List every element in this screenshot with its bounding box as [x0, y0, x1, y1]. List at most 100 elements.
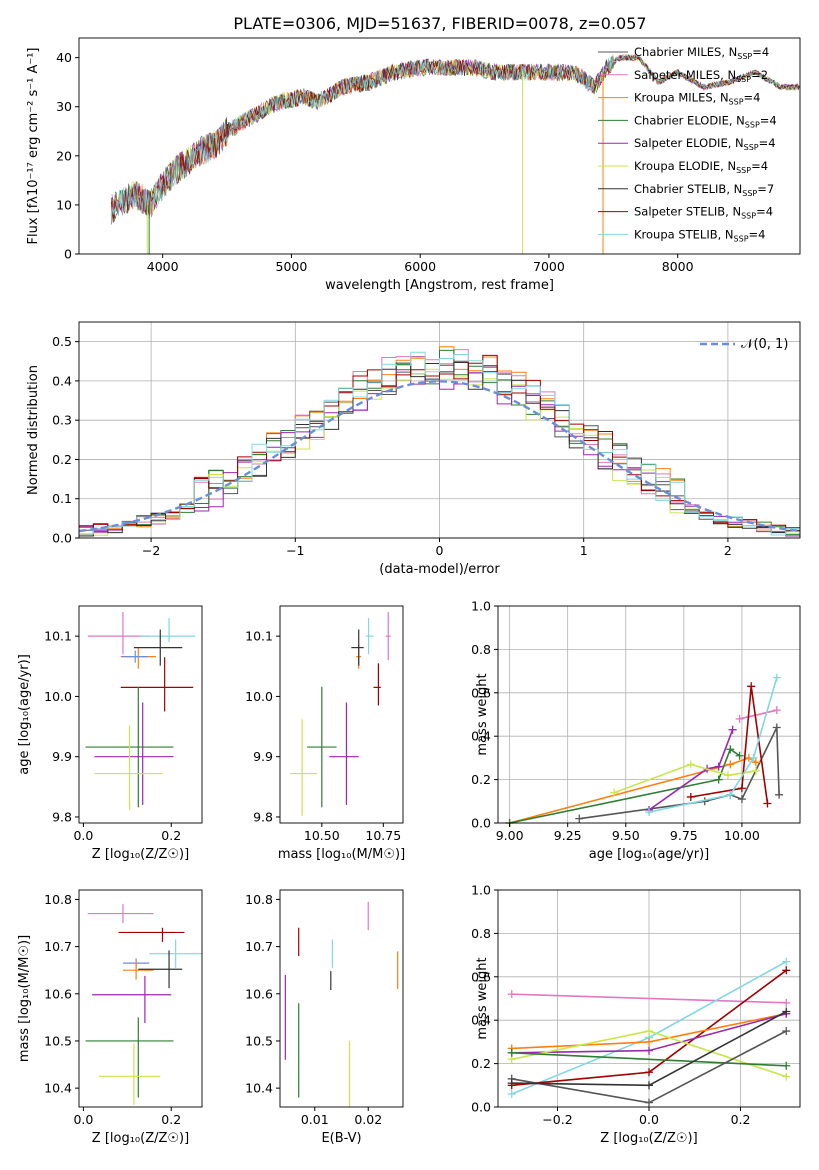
x-tick-label: 7000 [533, 259, 565, 274]
y-tick-label: 0.5 [52, 334, 72, 349]
y-tick-label: 0.0 [471, 1100, 491, 1115]
histogram-steps-8 [79, 354, 800, 529]
y-tick-label: 10.6 [245, 986, 273, 1001]
error-bar-point [133, 629, 183, 666]
plus-marker [726, 760, 735, 769]
y-tick-label: 20 [56, 148, 72, 163]
x-axis-label: Z [log₁₀(Z/Z☉)] [600, 1131, 697, 1146]
y-tick-label: 0.6 [471, 685, 491, 700]
axes-4 [289, 612, 391, 816]
plus-marker [714, 775, 723, 784]
plus-marker [507, 1079, 516, 1088]
plus-marker [737, 784, 746, 793]
plus-marker [772, 723, 781, 732]
y-tick-label: 10.1 [44, 629, 72, 644]
plus-marker [645, 1037, 653, 1046]
error-bar-point [118, 927, 185, 942]
x-tick-label: 8000 [662, 259, 694, 274]
plus-marker [714, 762, 723, 771]
plus-marker [645, 808, 653, 817]
y-tick-label: 0.2 [471, 772, 491, 787]
axes-frame-7 [279, 889, 404, 1108]
x-axis-label: age [log₁₀(age/yr)] [589, 847, 710, 862]
error-bar-point [329, 702, 359, 805]
error-bar-point [87, 904, 154, 924]
legend-label: Chabrier STELIB, NSSP=7 [634, 182, 774, 198]
x-tick-label: 10.75 [365, 828, 401, 843]
y-tick-label: 0.4 [471, 729, 491, 744]
y-tick-label: 10.7 [44, 939, 72, 954]
error-bar-point [92, 975, 172, 1024]
x-tick-label: 0.0 [639, 1112, 659, 1127]
y-tick-label: 0.2 [52, 452, 72, 467]
x-tick-label: 0 [436, 543, 444, 558]
plus-marker [751, 766, 760, 775]
axes-2 [78, 322, 801, 539]
error-bar-point [85, 1017, 174, 1098]
error-bar-point [120, 647, 156, 669]
plus-marker [782, 957, 791, 966]
error-bar-point [120, 657, 194, 712]
x-tick-label: 0.0 [73, 828, 93, 843]
y-tick-label: 0.3 [52, 413, 72, 428]
axes-8 [498, 889, 800, 1108]
x-tick-label: −1 [286, 543, 304, 558]
plus-marker [686, 792, 695, 801]
x-axis-label: wavelength [Angstrom, rest frame] [325, 278, 554, 293]
y-tick-label: 0.8 [471, 926, 491, 941]
legend-label: 𝒩(0, 1) [741, 337, 788, 352]
plus-marker [575, 814, 584, 823]
y-tick-label: 0.1 [52, 491, 72, 506]
histogram-steps-5 [79, 369, 800, 537]
axes-5 [498, 605, 800, 827]
y-tick-label: 10.5 [44, 1033, 72, 1048]
x-tick-label: 6000 [404, 259, 436, 274]
plus-marker [737, 795, 746, 804]
plus-marker [645, 1046, 653, 1055]
plus-marker [645, 1081, 653, 1090]
plus-marker [772, 706, 781, 715]
legend-label: Chabrier MILES, NSSP=4 [634, 45, 769, 61]
y-tick-label: 10 [56, 197, 72, 212]
y-tick-label: 0.4 [52, 373, 72, 388]
x-tick-label: −2 [142, 543, 160, 558]
plus-marker [782, 1061, 791, 1070]
plus-marker [749, 753, 758, 762]
y-tick-label: 10.7 [245, 939, 273, 954]
mass-weight-line-7 [511, 1052, 787, 1067]
plus-marker [686, 760, 695, 769]
x-tick-label: 9.50 [612, 828, 640, 843]
y-tick-label: 9.8 [253, 809, 273, 824]
plus-marker [507, 1089, 516, 1098]
axes-1 [110, 53, 800, 254]
error-bar-point [289, 719, 317, 816]
histogram-steps-7 [79, 362, 800, 537]
y-tick-label: 0 [64, 247, 72, 262]
y-tick-label: 1.0 [471, 599, 491, 614]
plus-marker [735, 751, 744, 760]
legend-label: Salpeter STELIB, NSSP=4 [634, 205, 773, 221]
x-axis-label: E(B-V) [321, 1131, 361, 1146]
y-tick-label: 10.4 [245, 1081, 273, 1096]
y-tick-label: 9.9 [253, 749, 273, 764]
plus-marker [782, 1027, 791, 1036]
y-tick-label: 10.0 [245, 689, 273, 704]
legend-label: Salpeter MILES, NSSP=2 [634, 68, 768, 84]
error-bar-point [94, 702, 174, 805]
plus-marker [507, 990, 516, 999]
y-tick-label: 10.1 [245, 629, 273, 644]
x-tick-label: 5000 [276, 259, 308, 274]
plus-marker [726, 745, 735, 754]
plus-marker [728, 725, 737, 734]
axes-6 [85, 904, 202, 1105]
error-bar-point [385, 612, 391, 661]
y-axis-label: Flux [fλ10⁻¹⁷ erg cm⁻² s⁻¹ A⁻¹] [26, 48, 41, 245]
x-axis-label: (data-model)/error [379, 562, 500, 577]
plus-marker [723, 771, 732, 780]
x-tick-label: 9.00 [496, 828, 524, 843]
x-tick-label: 0.0 [73, 1112, 93, 1127]
histogram-steps-9 [79, 351, 800, 536]
x-axis-label: Z [log₁₀(Z/Z☉)] [92, 847, 189, 862]
y-tick-label: 10.6 [44, 986, 72, 1001]
y-tick-label: 0.0 [471, 816, 491, 831]
